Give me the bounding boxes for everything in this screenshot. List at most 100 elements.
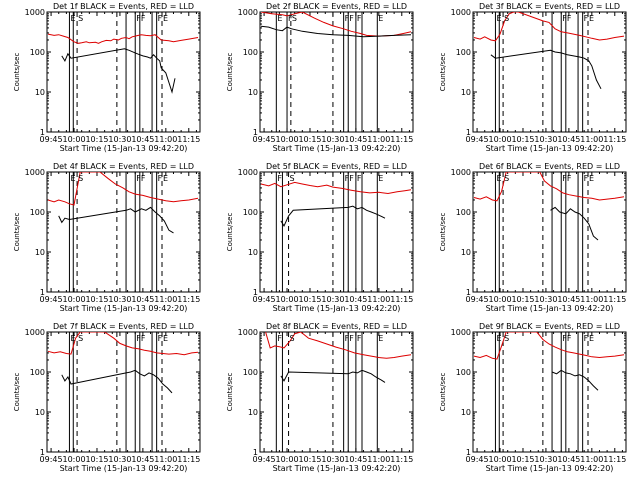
y-tick-label: 10 [248, 408, 258, 417]
marker-label: F [277, 174, 282, 183]
x-tick-label: 11:00 [580, 135, 603, 144]
marker-label: F [345, 334, 350, 343]
events-series-line [61, 48, 176, 94]
x-tick-label: 10:15 [511, 135, 534, 144]
marker-label: F [584, 14, 589, 23]
plot-frame [46, 11, 201, 133]
x-tick-label: 10:30 [534, 295, 557, 304]
x-tick-label: 10:45 [557, 135, 580, 144]
lld-series-line [473, 12, 625, 42]
plot-frame [472, 11, 627, 133]
x-axis-label: Start Time (15-Jan-13 09:42:20) [60, 464, 188, 473]
plot-area [47, 12, 199, 132]
plot-area [473, 172, 625, 292]
lld-series-line [265, 332, 412, 359]
x-tick-label: 10:30 [108, 295, 131, 304]
x-tick-label: 09:45 [253, 135, 276, 144]
x-tick-label: 10:30 [534, 135, 557, 144]
x-tick-label: 10:30 [108, 455, 131, 464]
y-tick-label: 100 [30, 368, 45, 377]
events-series-line [260, 25, 412, 38]
x-tick-label: 10:00 [275, 295, 298, 304]
marker-label: E [378, 174, 383, 183]
marker-label: F [567, 174, 572, 183]
x-tick-label: 09:45 [466, 135, 489, 144]
x-tick-label: 10:00 [62, 295, 85, 304]
y-tick-label: 100 [456, 368, 471, 377]
y-tick-label: 1000 [451, 328, 471, 337]
x-tick-label: 10:45 [344, 135, 367, 144]
x-axis-label: Start Time (15-Jan-13 09:42:20) [60, 304, 188, 313]
marker-label: F [562, 334, 567, 343]
plot-area [265, 332, 412, 452]
x-axis-label: Start Time (15-Jan-13 09:42:20) [273, 304, 401, 313]
y-tick-label: 1000 [238, 168, 258, 177]
x-axis-label: Start Time (15-Jan-13 09:42:20) [486, 464, 614, 473]
marker-label: F [158, 174, 163, 183]
marker-label: F [357, 334, 362, 343]
panel-title: Det 5f BLACK = Events, RED = LLD [266, 162, 407, 171]
x-tick-label: 10:45 [131, 455, 154, 464]
x-tick-label: 10:45 [557, 455, 580, 464]
plot-frame [472, 331, 627, 453]
panel-title: Det 9f BLACK = Events, RED = LLD [479, 322, 620, 331]
y-axis-label: Counts/sec [439, 373, 447, 412]
y-tick-label: 1 [466, 448, 471, 457]
y-axis-label: Counts/sec [439, 213, 447, 252]
detector-panel: Det 3f BLACK = Events, RED = LLD 1 10 100 10… [439, 2, 627, 153]
plot-area [260, 172, 412, 292]
x-tick-label: 10:30 [108, 135, 131, 144]
marker-label: F [567, 334, 572, 343]
events-series-line [490, 49, 602, 90]
y-tick-label: 1 [253, 288, 258, 297]
marker-label: F [277, 334, 282, 343]
marker-label: F [345, 174, 350, 183]
marker-label: F [357, 174, 362, 183]
x-tick-label: 11:15 [390, 455, 413, 464]
detector-panel: Det 5f BLACK = Events, RED = LLD 1 10 100 10… [226, 162, 414, 313]
marker-label: F [349, 174, 354, 183]
marker-label: F [584, 334, 589, 343]
detector-panel: Det 9f BLACK = Events, RED = LLD 1 10 100 10… [439, 322, 627, 473]
x-tick-label: 10:15 [511, 455, 534, 464]
marker-label: F [357, 14, 362, 23]
marker-label: F [158, 334, 163, 343]
y-tick-label: 10 [35, 248, 45, 257]
y-tick-label: 10 [248, 88, 258, 97]
y-tick-label: 10 [461, 248, 471, 257]
x-tick-label: 11:00 [154, 295, 177, 304]
x-tick-label: 09:45 [40, 295, 63, 304]
x-tick-label: 11:00 [154, 455, 177, 464]
y-tick-label: 100 [456, 48, 471, 57]
y-tick-label: 1000 [238, 328, 258, 337]
x-tick-label: 11:00 [580, 455, 603, 464]
x-tick-label: 10:30 [321, 295, 344, 304]
y-axis-label: Counts/sec [226, 53, 234, 92]
x-tick-label: 10:15 [298, 295, 321, 304]
x-tick-label: 09:45 [466, 455, 489, 464]
x-tick-label: 10:45 [131, 295, 154, 304]
y-axis-label: Counts/sec [13, 373, 21, 412]
x-tick-label: 09:45 [253, 295, 276, 304]
events-series-line [551, 369, 599, 391]
x-tick-label: 09:45 [40, 135, 63, 144]
marker-label: F [584, 174, 589, 183]
y-tick-label: 1 [40, 288, 45, 297]
marker-label: E [70, 14, 75, 23]
lld-series-line [260, 12, 412, 37]
marker-label: F [349, 334, 354, 343]
y-tick-label: 1000 [25, 328, 45, 337]
marker-label: S [504, 174, 509, 183]
panel-title: Det 6f BLACK = Events, RED = LLD [479, 162, 620, 171]
x-tick-label: 10:00 [488, 135, 511, 144]
marker-label: E [378, 14, 383, 23]
y-tick-label: 1 [40, 128, 45, 137]
x-tick-label: 10:00 [275, 455, 298, 464]
y-tick-label: 10 [35, 88, 45, 97]
y-axis-label: Counts/sec [439, 53, 447, 92]
x-tick-label: 10:15 [85, 455, 108, 464]
marker-label: S [290, 334, 295, 343]
marker-label: E [496, 14, 501, 23]
plot-area [473, 332, 625, 452]
